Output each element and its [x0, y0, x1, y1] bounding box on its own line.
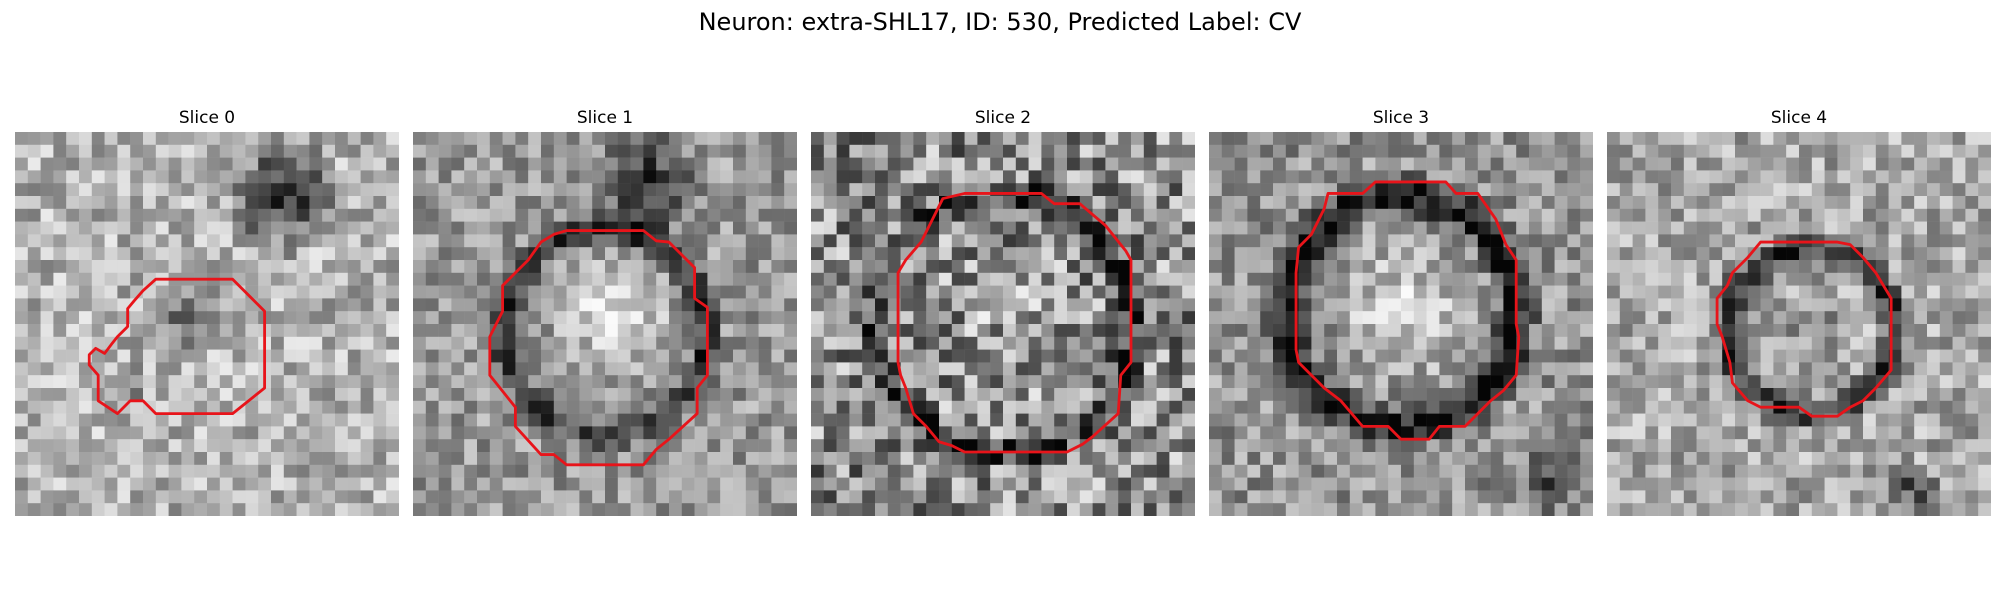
pixel-grid — [15, 132, 399, 516]
segmentation-contour — [896, 192, 1133, 454]
figure-title: Neuron: extra-SHL17, ID: 530, Predicted … — [698, 8, 1302, 36]
slice-image-1 — [413, 132, 797, 516]
segmentation-contour — [87, 277, 267, 416]
slice-title-3: Slice 3 — [1372, 108, 1430, 128]
pixel-grid — [413, 132, 797, 516]
pixel-grid — [1209, 132, 1593, 516]
slice-title-0: Slice 0 — [178, 108, 236, 128]
slice-image-4 — [1607, 132, 1991, 516]
slice-title-2: Slice 2 — [974, 108, 1032, 128]
pixel-grid — [1607, 132, 1991, 516]
slice-title-4: Slice 4 — [1770, 108, 1828, 128]
slice-title-1: Slice 1 — [576, 108, 634, 128]
segmentation-contour — [488, 229, 709, 467]
pixel-grid — [811, 132, 1195, 516]
slice-image-3 — [1209, 132, 1593, 516]
segmentation-contour — [1715, 240, 1893, 418]
slice-image-2 — [811, 132, 1195, 516]
slice-image-0 — [15, 132, 399, 516]
segmentation-contour — [1294, 180, 1521, 441]
